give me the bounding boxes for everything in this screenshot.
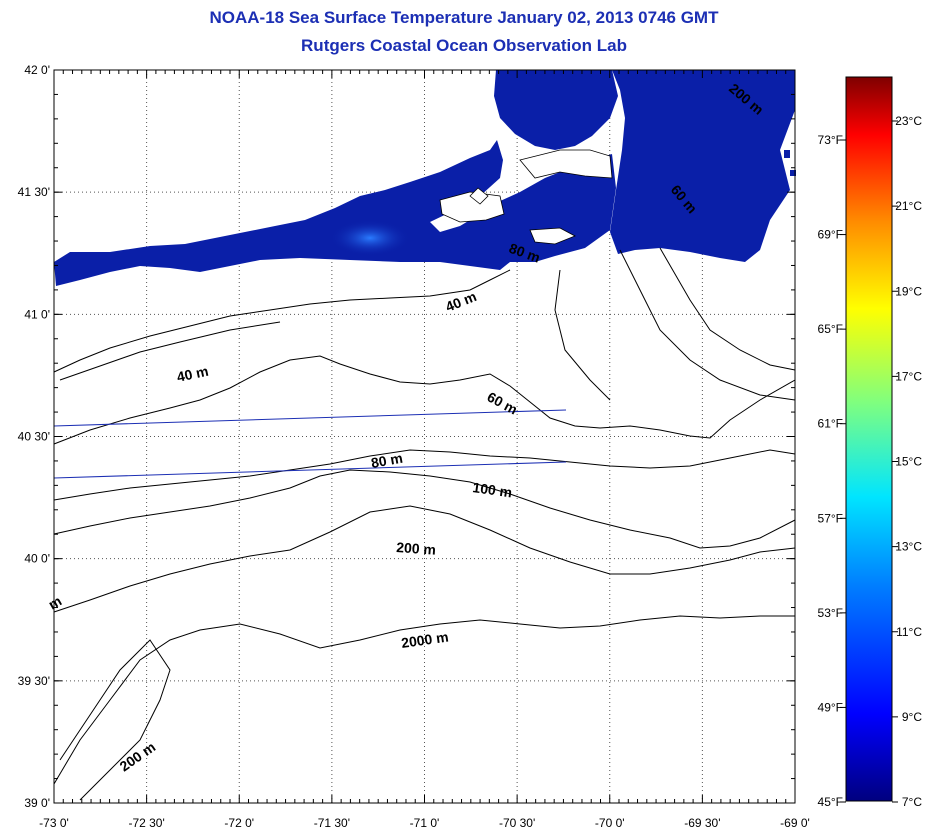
colorbar-fahrenheit-label: 65°F [818,322,843,336]
contour-label: 60 m [485,389,521,418]
contour-100m [53,469,796,549]
sst-patch-gulf-of-maine [610,70,795,262]
contour-40m-south [53,269,511,373]
contour-label: 80 m [370,450,404,471]
lon-tick-label: -72 0' [224,816,254,830]
map-subtitle: Rutgers Coastal Ocean Observation Lab [301,36,627,55]
lon-tick-label: -69 30' [684,816,720,830]
lat-tick-label: 40 0' [24,552,50,566]
contour-label: 40 m [175,363,210,385]
lon-tick-label: -71 0' [410,816,440,830]
bathymetry-contours [53,247,796,801]
lat-tick-label: 41 0' [24,307,50,321]
lat-tick-label: 42 0' [24,63,50,77]
lat-tick-label: 39 30' [18,674,50,688]
colorbar-fahrenheit-label: 69°F [818,228,843,242]
colorbar-celsius-label: 13°C [895,540,922,554]
contour-label: 200 m [117,739,159,775]
contour-2000m [53,615,795,785]
land-nantucket [529,227,576,245]
swath-line-lower [53,461,567,479]
lon-tick-label: -70 0' [595,816,625,830]
lon-tick-label: -73 0' [39,816,69,830]
contour-80m [53,449,796,501]
swath-lines [53,409,567,479]
lon-tick-label: -69 0' [780,816,810,830]
contour-200m [53,505,796,613]
sst-data-layer [54,70,796,286]
contour-label: 2000 m [400,629,449,651]
lon-tick-label: -72 30' [128,816,164,830]
land-cape-cod [519,149,613,179]
sst-patch-long-island-sound [54,140,616,286]
lon-tick-label: -71 30' [314,816,350,830]
contour-gulf-maine-2 [659,247,796,371]
colorbar-celsius-label: 23°C [895,114,922,128]
lat-tick-label: 41 30' [18,185,50,199]
contour-label: 200 m [396,539,437,558]
colorbar-fahrenheit-label: 73°F [818,133,843,147]
colorbar-celsius-label: 11°C [896,625,922,639]
contour-label: 40 m [443,288,479,315]
contour-200m-south [59,639,171,801]
colorbar [845,76,893,802]
contour-gulf-maine [619,249,796,401]
contour-label: 100 m [472,479,514,500]
colorbar-celsius-label: 17°C [895,369,922,383]
contour-40m-inner [59,321,281,381]
land-layer [439,149,613,245]
colorbar-fahrenheit-label: 57°F [818,511,843,525]
colorbar-celsius-label: 21°C [895,199,922,213]
colorbar-celsius-label: 9°C [902,710,922,724]
lat-tick-label: 40 30' [18,430,50,444]
swath-line-upper [53,409,567,427]
colorbar-fahrenheit-label: 45°F [818,795,843,809]
colorbar-celsius-label: 7°C [902,795,922,809]
colorbar-fahrenheit-label: 61°F [818,417,843,431]
contour-60m [53,355,796,445]
colorbar-celsius-label: 15°C [895,455,922,469]
lat-tick-label: 39 0' [24,796,50,810]
colorbar-celsius-label: 19°C [895,284,922,298]
colorbar-labels: 23°C 21°C 19°C 17°C 15°C 13°C 11°C 9°C 7°C 73°F 69… [818,114,923,809]
map-title: NOAA-18 Sea Surface Temperature January … [209,8,719,27]
sst-patch-cape-cod-bay [494,70,618,150]
land-block-island [469,187,489,205]
map-axes: 42 0' 41 30' 41 0' 40 30' 40 0' 39 30' 39 0' -7… [18,63,810,830]
contour-north-1 [554,269,611,401]
colorbar-fahrenheit-label: 49°F [818,700,843,714]
lon-tick-label: -70 30' [499,816,535,830]
colorbar-fahrenheit-label: 53°F [818,606,843,620]
